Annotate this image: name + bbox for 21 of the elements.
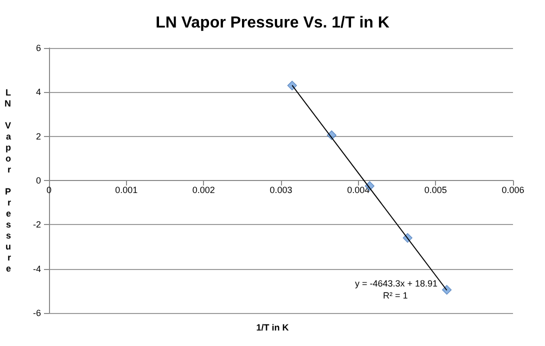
chart-title: LN Vapor Pressure Vs. 1/T in K — [156, 14, 390, 32]
x-tick-label: 0.006 — [502, 185, 524, 195]
y-tick-label: -6 — [32, 308, 41, 318]
y-tick-label: 6 — [36, 43, 41, 53]
y-tick-label: 2 — [36, 131, 41, 142]
x-tick-label: 0.001 — [115, 185, 138, 195]
x-tick-label: 0.002 — [192, 185, 215, 195]
x-axis-title: 1/T in K — [256, 322, 290, 332]
x-tick-label: 0 — [46, 185, 52, 195]
y-tick-label: 4 — [36, 87, 41, 98]
x-tick-label: 0.005 — [424, 185, 447, 195]
x-tick-label: 0.003 — [270, 185, 292, 195]
annotation: y = -4643.3x + 18.91 — [355, 278, 438, 288]
text: LN Vapor Pressure — [4, 88, 11, 274]
y-tick-label: -4 — [32, 264, 41, 274]
point — [442, 285, 452, 295]
point — [287, 80, 297, 90]
annotation: R² = 1 — [383, 290, 408, 300]
y-tick-label: -2 — [32, 220, 41, 230]
x-tick-label: 0.004 — [347, 185, 370, 195]
y-tick-label: 0 — [36, 176, 41, 186]
